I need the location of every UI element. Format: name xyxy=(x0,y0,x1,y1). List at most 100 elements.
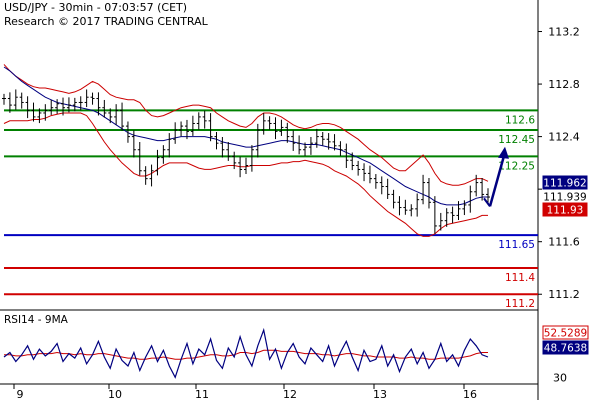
forecast-arrow-lead xyxy=(483,197,491,207)
price-bar xyxy=(179,121,184,137)
price-tick-label: 112.8 xyxy=(548,78,580,91)
forecast-arrow-head xyxy=(498,146,509,159)
price-bar xyxy=(261,113,266,135)
chart-header-credit: Research © 2017 TRADING CENTRAL xyxy=(4,15,208,28)
last-price-label-0: 111.962 xyxy=(543,178,586,190)
price-bar xyxy=(291,130,296,151)
price-bar xyxy=(350,152,355,171)
price-bar xyxy=(403,199,408,215)
price-bar xyxy=(2,93,6,105)
time-tick-label: 12 xyxy=(283,388,297,400)
price-bar xyxy=(468,185,473,213)
price-tick-label: 111.2 xyxy=(548,288,580,301)
price-bar xyxy=(426,177,431,209)
price-bar xyxy=(320,132,325,146)
price-bar xyxy=(196,112,201,130)
price-bar xyxy=(397,196,402,216)
price-tick-label: 112.4 xyxy=(548,131,580,144)
price-bar xyxy=(456,201,461,221)
price-bar xyxy=(415,193,420,217)
level-label-5: 111.2 xyxy=(505,298,535,310)
price-bar xyxy=(273,117,278,140)
rsi-value-box-1 xyxy=(542,340,589,355)
price-bar xyxy=(438,212,443,231)
price-tick-label: 111.6 xyxy=(548,236,580,249)
price-bar xyxy=(125,121,130,143)
price-bar xyxy=(238,156,243,178)
rsi-value-box-0 xyxy=(542,325,589,340)
price-bar xyxy=(385,178,390,200)
price-bar xyxy=(143,166,148,185)
price-bar xyxy=(409,204,414,217)
price-bar xyxy=(214,132,219,150)
rsi-line xyxy=(3,327,489,379)
bollinger-lower-line xyxy=(3,112,488,237)
price-bar xyxy=(7,92,12,113)
rsi-panel-title: RSI14 - 9MA xyxy=(4,314,69,326)
price-bar xyxy=(49,99,54,115)
price-bar xyxy=(220,137,225,158)
price-bar xyxy=(90,92,95,105)
price-bar xyxy=(61,97,66,116)
last-price-box-2 xyxy=(542,202,588,217)
moving-average-line xyxy=(3,66,488,206)
price-bar xyxy=(167,133,172,158)
price-bar xyxy=(137,141,142,176)
price-bar xyxy=(114,104,119,125)
price-bar xyxy=(362,163,367,182)
price-bar xyxy=(297,135,302,155)
price-bar xyxy=(232,151,237,170)
last-price-box-0 xyxy=(542,175,588,190)
level-label-3: 111.65 xyxy=(498,239,535,251)
price-bar xyxy=(184,119,189,140)
rsi-value-label-1: 48.7638 xyxy=(544,343,587,355)
level-label-1: 112.45 xyxy=(498,134,535,146)
time-tick-label: 13 xyxy=(373,388,387,400)
price-tick-label: 113.2 xyxy=(548,26,580,39)
price-bar xyxy=(37,108,42,124)
level-label-4: 111.4 xyxy=(505,272,535,284)
time-tick-label: 11 xyxy=(195,388,209,400)
price-bar xyxy=(202,110,207,129)
price-bar xyxy=(208,113,213,142)
rsi-tick-label: 30 xyxy=(553,371,567,384)
price-bar xyxy=(25,96,30,119)
price-bar xyxy=(161,145,166,164)
price-bar xyxy=(173,122,178,144)
price-bar xyxy=(267,116,272,130)
price-bar xyxy=(432,196,437,234)
last-price-label-1: 111.939 xyxy=(543,192,586,204)
price-bar xyxy=(367,165,372,184)
price-bar xyxy=(249,145,254,172)
price-bar xyxy=(78,96,83,111)
price-bar xyxy=(303,142,308,156)
price-bar xyxy=(155,149,160,176)
price-bar xyxy=(391,189,396,209)
price-bar xyxy=(66,97,71,113)
price-bar xyxy=(190,115,195,136)
price-bar xyxy=(96,92,101,116)
price-bar xyxy=(279,119,284,136)
price-bar xyxy=(462,200,467,216)
level-label-2: 112.25 xyxy=(498,160,535,172)
price-bar xyxy=(255,123,260,158)
price-bar xyxy=(373,174,378,189)
price-bar xyxy=(480,177,485,201)
price-bar xyxy=(19,92,24,109)
price-bar xyxy=(474,174,479,197)
price-bar xyxy=(285,122,290,143)
price-bar xyxy=(326,133,331,150)
price-bar xyxy=(244,157,248,175)
price-bar xyxy=(421,174,426,205)
price-bar xyxy=(72,97,77,112)
time-tick-label: 10 xyxy=(108,388,122,400)
last-price-label-2: 111.93 xyxy=(547,205,584,217)
price-bar xyxy=(332,134,337,151)
price-bar xyxy=(338,141,343,156)
rsi-value-label-0: 52.5289 xyxy=(544,328,587,340)
price-bar xyxy=(131,130,136,158)
bollinger-upper-line xyxy=(3,64,489,186)
price-bar xyxy=(31,102,36,122)
